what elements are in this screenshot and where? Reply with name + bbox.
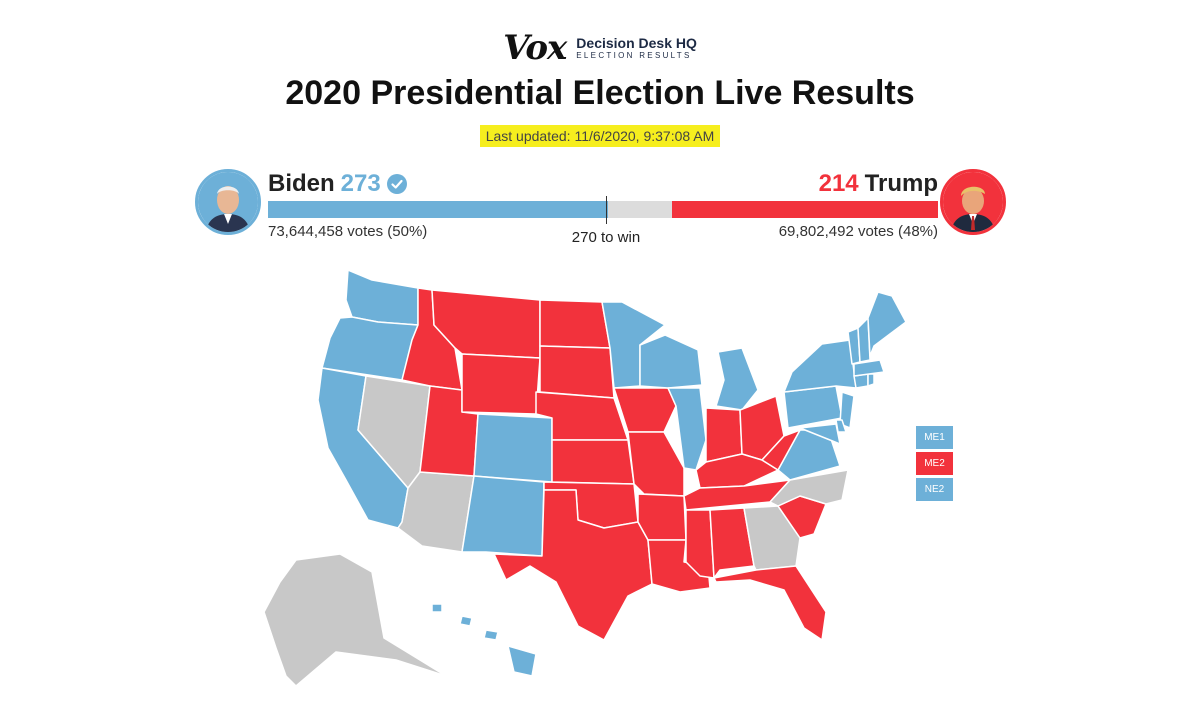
state-fl[interactable] [713, 565, 827, 641]
state-nh[interactable] [857, 317, 871, 363]
state-wa[interactable] [345, 269, 419, 326]
ddhq-logo-name: Decision Desk HQ [576, 35, 697, 51]
state-hi-maui[interactable] [483, 629, 499, 641]
electoral-vote-bar [268, 201, 938, 218]
trump-header: 214 Trump [819, 170, 938, 198]
state-me[interactable] [867, 291, 907, 357]
state-ms[interactable] [685, 509, 715, 579]
state-wv[interactable] [761, 429, 801, 471]
state-ar[interactable] [637, 493, 687, 541]
state-tx[interactable] [493, 489, 653, 641]
biden-name: Biden [268, 170, 335, 197]
state-nj[interactable] [839, 391, 855, 429]
biden-bar-fill [268, 201, 608, 218]
state-hi-oahu[interactable] [459, 615, 473, 627]
state-wi[interactable] [639, 334, 703, 389]
state-ny[interactable] [783, 339, 857, 393]
trump-bar-fill [671, 201, 938, 218]
district-me2[interactable]: ME2 [916, 452, 953, 475]
vox-logo: Vox [503, 28, 567, 68]
state-co[interactable] [473, 413, 553, 483]
state-nm[interactable] [461, 475, 545, 557]
state-ma[interactable] [853, 359, 885, 377]
state-in[interactable] [705, 407, 743, 463]
trump-popular-votes: 69,802,492 votes (48%) [778, 223, 938, 240]
state-ak[interactable] [263, 553, 447, 687]
state-ri[interactable] [867, 373, 875, 387]
trump-electoral-votes: 214 [818, 170, 859, 197]
state-md[interactable] [799, 423, 841, 445]
check-circle-icon [386, 174, 407, 194]
ddhq-logo-sub: ELECTION RESULTS [576, 51, 692, 60]
state-mo[interactable] [627, 431, 685, 497]
brand-header: Vox Decision Desk HQ ELECTION RESULTS [0, 28, 1200, 68]
state-pa[interactable] [783, 385, 843, 429]
state-ks[interactable] [551, 439, 635, 485]
biden-header: Biden 273 [268, 170, 407, 198]
biden-popular-votes: 73,644,458 votes (50%) [268, 223, 428, 240]
state-hi-kauai[interactable] [431, 603, 443, 613]
ddhq-logo: Decision Desk HQ ELECTION RESULTS [576, 36, 697, 60]
threshold-label: 270 to win [571, 229, 641, 246]
state-nd[interactable] [539, 299, 611, 349]
biden-electoral-votes: 273 [340, 170, 381, 197]
last-updated: Last updated: 11/6/2020, 9:37:08 AM [479, 125, 721, 147]
biden-avatar [195, 169, 261, 235]
state-mi[interactable] [715, 347, 759, 411]
state-sd[interactable] [539, 345, 615, 399]
district-legend: ME1 ME2 NE2 [916, 426, 953, 501]
trump-name: Trump [864, 170, 938, 197]
state-wy[interactable] [461, 353, 541, 415]
district-me1[interactable]: ME1 [916, 426, 953, 449]
district-ne2[interactable]: NE2 [916, 478, 953, 501]
state-nc[interactable] [769, 469, 849, 507]
state-al[interactable] [709, 507, 755, 579]
page-title: 2020 Presidential Election Live Results [285, 74, 915, 112]
threshold-marker [606, 196, 607, 224]
trump-avatar [940, 169, 1006, 235]
state-hi-big-island[interactable] [507, 645, 537, 677]
